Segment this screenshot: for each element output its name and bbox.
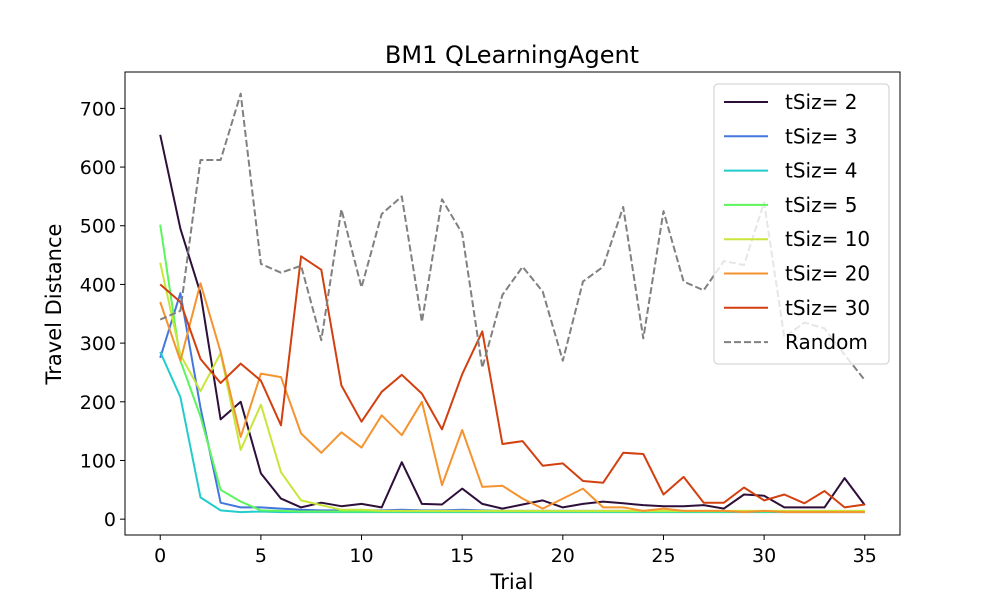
x-tick-label-6: 30: [752, 545, 776, 567]
series-line-2: [159, 351, 865, 514]
legend-label-7: Random: [785, 330, 868, 354]
y-tick-label-6: 600: [80, 157, 116, 179]
chart-title: BM1 QLearningAgent: [385, 41, 639, 69]
legend-label-1: tSiz= 3: [785, 124, 857, 148]
legend-label-0: tSiz= 2: [785, 90, 857, 114]
legend-items: tSiz= 2 tSiz= 3 tSiz= 4 tSiz= 5 tSiz= 10 tSiz…: [724, 90, 870, 354]
plot-lines: [159, 92, 866, 514]
y-axis-label: Travel Distance: [42, 224, 66, 386]
legend-label-5: tSiz= 20: [785, 262, 870, 286]
x-tick-label-1: 5: [255, 545, 267, 567]
y-tick-label-3: 300: [80, 333, 116, 355]
y-tick-label-7: 700: [80, 98, 116, 120]
legend: tSiz= 2 tSiz= 3 tSiz= 4 tSiz= 5 tSiz= 10 tSiz…: [713, 83, 890, 365]
x-axis-ticks: 0 5 10 15 20 25 30 35: [154, 535, 877, 567]
x-tick-label-3: 15: [450, 545, 474, 567]
y-tick-label-4: 400: [80, 274, 116, 296]
y-axis-ticks: 0 100 200 300 400 500 600 700: [80, 98, 125, 531]
x-tick-label-7: 35: [853, 545, 877, 567]
y-tick-label-0: 0: [104, 509, 116, 531]
legend-box: [713, 83, 890, 365]
legend-label-4: tSiz= 10: [785, 227, 870, 251]
series-line-0: [159, 134, 866, 510]
x-axis-label: Trial: [490, 570, 534, 594]
legend-label-3: tSiz= 5: [785, 193, 857, 217]
series-line-5: [159, 282, 865, 514]
y-tick-label-5: 500: [80, 216, 116, 238]
x-tick-label-5: 25: [651, 545, 675, 567]
legend-label-2: tSiz= 4: [785, 159, 857, 183]
y-tick-label-1: 100: [80, 450, 116, 472]
x-tick-label-2: 10: [349, 545, 373, 567]
x-tick-label-4: 20: [551, 545, 575, 567]
plot-frame: [124, 71, 901, 536]
y-tick-label-2: 200: [80, 392, 116, 414]
x-tick-label-0: 0: [154, 545, 166, 567]
legend-label-6: tSiz= 30: [785, 296, 870, 320]
series-line-6: [159, 255, 865, 509]
